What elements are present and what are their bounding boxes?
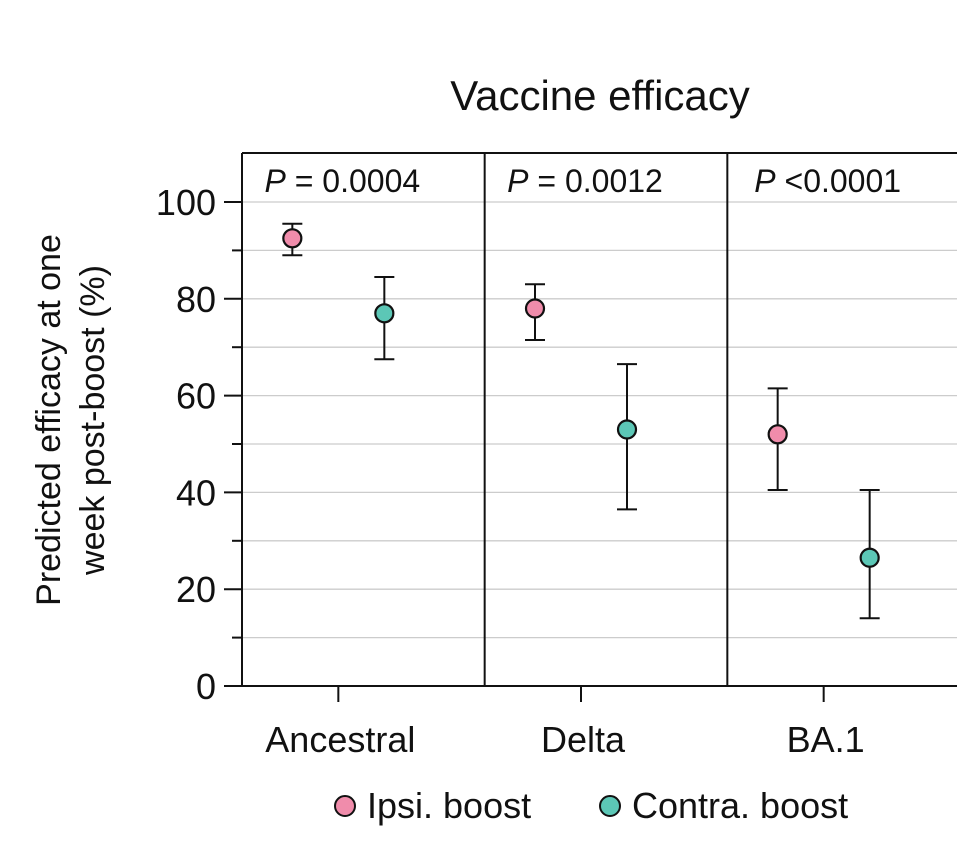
data-point-ipsi <box>524 298 546 319</box>
p-value-prefix: P <box>264 163 286 199</box>
x-tick-label: Delta <box>541 719 626 760</box>
data-point-contra <box>374 303 395 324</box>
p-value-text: = 0.0012 <box>529 163 663 199</box>
y-axis-label: week post-boost (%) <box>74 265 112 576</box>
y-tick-label: 80 <box>176 279 216 320</box>
y-tick-label: 100 <box>156 182 216 223</box>
legend-marker <box>599 795 621 817</box>
p-value-label: P <0.0001 <box>754 163 901 199</box>
p-value-label: P = 0.0012 <box>507 163 663 199</box>
legend-marker <box>334 795 356 817</box>
y-tick-label: 40 <box>176 472 216 513</box>
data-point-ipsi <box>767 424 788 445</box>
x-tick-label: BA.1 <box>787 719 865 760</box>
chart-title: Vaccine efficacy <box>450 72 750 119</box>
p-value-label: P = 0.0004 <box>264 163 420 199</box>
data-point-ipsi <box>282 228 303 249</box>
p-value-prefix: P <box>507 163 529 199</box>
y-tick-label: 20 <box>176 569 216 610</box>
p-value-text: = 0.0004 <box>286 163 420 199</box>
p-value-prefix: P <box>754 163 776 199</box>
data-point-contra <box>859 547 880 568</box>
legend-label: Ipsi. boost <box>367 785 531 826</box>
x-tick-label: Ancestral <box>265 719 415 760</box>
y-tick-label: 0 <box>196 666 216 707</box>
p-value-text: <0.0001 <box>776 163 901 199</box>
data-point-contra <box>616 419 638 440</box>
y-tick-label: 60 <box>176 376 216 417</box>
legend-label: Contra. boost <box>632 785 848 826</box>
y-axis-label: Predicted efficacy at one <box>30 234 68 606</box>
